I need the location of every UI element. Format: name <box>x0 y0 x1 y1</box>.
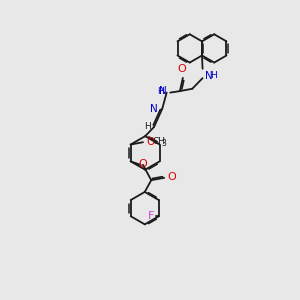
Text: N: N <box>205 71 213 81</box>
Text: O: O <box>139 159 147 169</box>
Text: H: H <box>158 87 164 96</box>
Text: H: H <box>144 122 151 131</box>
Text: 3: 3 <box>162 139 167 148</box>
Text: O: O <box>146 136 154 147</box>
Text: N: N <box>160 86 167 96</box>
Text: O: O <box>178 64 186 74</box>
Text: CH: CH <box>152 137 165 146</box>
Text: N: N <box>150 104 158 114</box>
Text: F: F <box>148 211 154 221</box>
Text: H: H <box>210 71 217 80</box>
Text: O: O <box>167 172 176 182</box>
